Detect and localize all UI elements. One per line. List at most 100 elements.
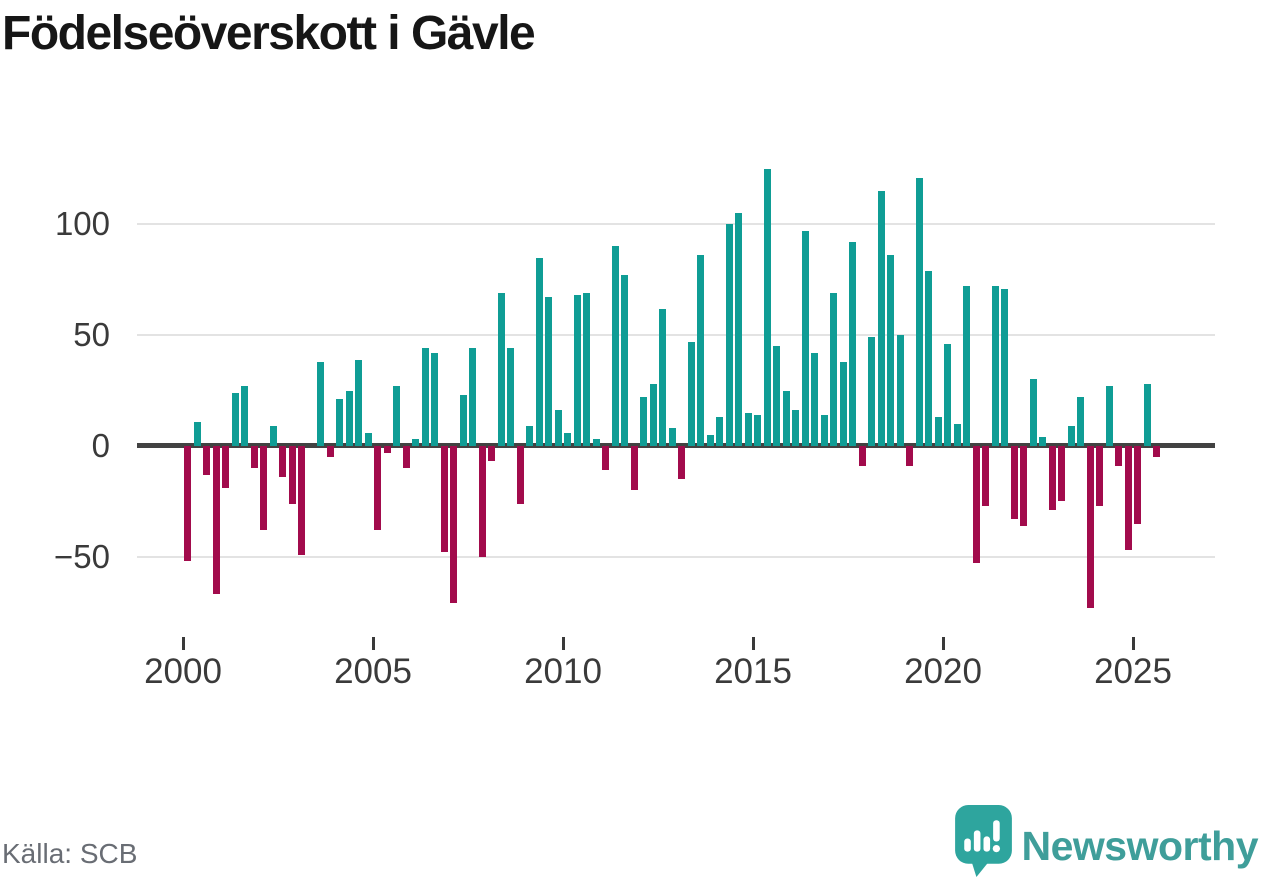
bar-2004-Q3 bbox=[355, 359, 363, 446]
bar-2015-Q1 bbox=[754, 414, 762, 446]
bar-2020-Q4 bbox=[972, 445, 980, 564]
bar-2010-Q4 bbox=[592, 439, 600, 446]
bar-2014-Q4 bbox=[744, 412, 752, 446]
bar-2009-Q4 bbox=[554, 410, 562, 446]
bar-2005-Q3 bbox=[393, 386, 401, 446]
x-tick-2010 bbox=[561, 637, 565, 650]
gridline-50 bbox=[137, 334, 1215, 337]
bar-2014-Q2 bbox=[725, 224, 733, 446]
bar-2022-Q3 bbox=[1039, 437, 1047, 446]
x-tick-label-2020: 2020 bbox=[904, 652, 982, 691]
bar-2024-Q3 bbox=[1115, 445, 1123, 466]
bar-2016-Q2 bbox=[801, 230, 809, 446]
bar-2017-Q1 bbox=[830, 292, 838, 446]
bar-2001-Q3 bbox=[241, 386, 249, 446]
x-tick-2005 bbox=[371, 637, 375, 650]
x-tick-label-2025: 2025 bbox=[1094, 652, 1172, 691]
bar-2010-Q3 bbox=[583, 292, 591, 446]
bar-2025-Q2 bbox=[1143, 383, 1151, 446]
bar-2011-Q3 bbox=[621, 275, 629, 446]
bar-2025-Q1 bbox=[1134, 445, 1142, 524]
x-tick-2015 bbox=[751, 637, 755, 650]
bar-2015-Q4 bbox=[782, 390, 790, 446]
bar-chart-plot-area bbox=[137, 150, 1215, 620]
bar-2023-Q3 bbox=[1077, 397, 1085, 446]
bar-2008-Q2 bbox=[497, 292, 505, 446]
bar-2008-Q3 bbox=[507, 348, 515, 446]
source-label: Källa: SCB bbox=[2, 838, 138, 869]
bar-2006-Q4 bbox=[440, 445, 448, 553]
bar-2012-Q1 bbox=[640, 397, 648, 446]
bar-2007-Q3 bbox=[469, 348, 477, 446]
bar-2011-Q4 bbox=[630, 445, 638, 491]
bar-2024-Q4 bbox=[1124, 445, 1132, 551]
bar-2000-Q2 bbox=[193, 421, 201, 446]
bar-2004-Q4 bbox=[364, 432, 372, 446]
bar-2001-Q1 bbox=[222, 445, 230, 489]
bar-2025-Q3 bbox=[1153, 445, 1161, 458]
bar-2019-Q4 bbox=[934, 417, 942, 446]
x-tick-label-2015: 2015 bbox=[714, 652, 792, 691]
x-tick-2000 bbox=[181, 637, 185, 650]
y-tick-label--50: −50 bbox=[54, 537, 110, 575]
bar-2019-Q1 bbox=[906, 445, 914, 466]
bar-2023-Q4 bbox=[1086, 445, 1094, 608]
bar-2004-Q2 bbox=[345, 390, 353, 446]
bar-2016-Q3 bbox=[811, 352, 819, 446]
bar-2022-Q2 bbox=[1029, 379, 1037, 446]
bar-2003-Q1 bbox=[298, 445, 306, 555]
bar-2015-Q2 bbox=[763, 168, 771, 446]
bar-2009-Q1 bbox=[526, 426, 534, 446]
bar-2017-Q4 bbox=[858, 445, 866, 466]
bar-2010-Q2 bbox=[573, 295, 581, 446]
bar-2000-Q1 bbox=[184, 445, 192, 562]
newsworthy-wordmark: Newsworthy bbox=[1021, 822, 1259, 869]
bar-2024-Q2 bbox=[1105, 386, 1113, 446]
bar-2013-Q3 bbox=[697, 255, 705, 446]
bar-2023-Q1 bbox=[1058, 445, 1066, 502]
gridline-100 bbox=[137, 223, 1215, 226]
bar-2000-Q3 bbox=[203, 445, 211, 475]
bar-2008-Q1 bbox=[488, 445, 496, 462]
bar-2018-Q2 bbox=[877, 191, 885, 446]
bar-2001-Q2 bbox=[231, 392, 239, 446]
bar-2018-Q1 bbox=[868, 337, 876, 446]
newsworthy-logo: Newsworthy bbox=[954, 805, 1259, 883]
bar-2000-Q4 bbox=[212, 445, 220, 595]
bar-2006-Q2 bbox=[421, 348, 429, 446]
bar-2019-Q2 bbox=[915, 177, 923, 446]
bar-2018-Q3 bbox=[887, 255, 895, 446]
y-tick-label-50: 50 bbox=[73, 316, 110, 354]
bar-2013-Q2 bbox=[687, 341, 695, 446]
bar-2015-Q3 bbox=[773, 346, 781, 446]
bar-2006-Q3 bbox=[431, 352, 439, 446]
bar-2021-Q1 bbox=[982, 445, 990, 506]
newsworthy-bubble-icon bbox=[954, 805, 1012, 883]
bar-2003-Q4 bbox=[326, 445, 334, 458]
bar-2020-Q2 bbox=[953, 423, 961, 446]
bar-2014-Q3 bbox=[735, 213, 743, 446]
bar-2008-Q4 bbox=[516, 445, 524, 504]
bar-2011-Q2 bbox=[611, 246, 619, 446]
bar-2009-Q2 bbox=[535, 257, 543, 446]
y-tick-label-100: 100 bbox=[54, 205, 110, 243]
bar-2005-Q4 bbox=[402, 445, 410, 469]
bar-2005-Q2 bbox=[383, 445, 391, 453]
bar-2022-Q1 bbox=[1020, 445, 1028, 526]
chart-title: Födelseöverskott i Gävle bbox=[2, 7, 536, 60]
x-tick-2020 bbox=[941, 637, 945, 650]
bar-2010-Q1 bbox=[564, 432, 572, 446]
bar-2021-Q2 bbox=[991, 286, 999, 446]
bar-2017-Q3 bbox=[849, 242, 857, 446]
bar-2007-Q4 bbox=[478, 445, 486, 557]
bar-2021-Q3 bbox=[1001, 288, 1009, 446]
bar-2016-Q1 bbox=[792, 410, 800, 446]
bar-2021-Q4 bbox=[1010, 445, 1018, 520]
bar-2014-Q1 bbox=[716, 417, 724, 446]
bar-2013-Q1 bbox=[678, 445, 686, 480]
bar-2007-Q1 bbox=[450, 445, 458, 604]
bar-2011-Q1 bbox=[602, 445, 610, 471]
bar-2016-Q4 bbox=[820, 414, 828, 446]
bar-2023-Q2 bbox=[1067, 426, 1075, 446]
